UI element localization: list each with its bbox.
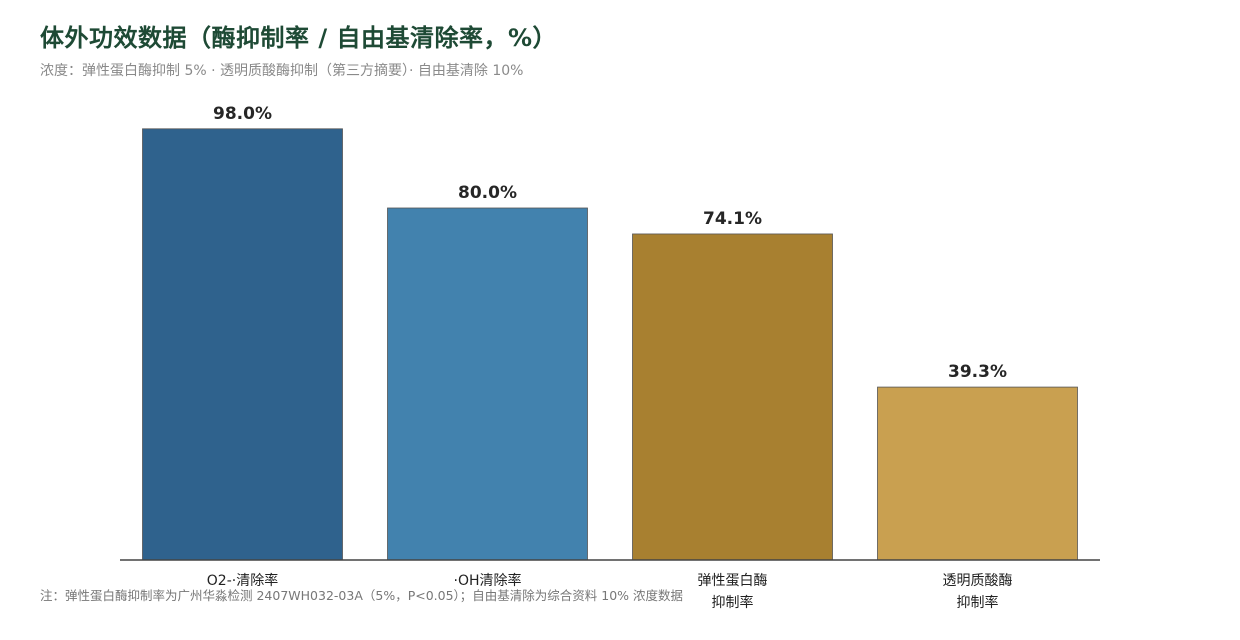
bar-4 [877,386,1078,561]
value-label-1: 98.0% [213,104,272,124]
bar-3 [632,233,833,561]
bar-1 [142,128,343,561]
category-label-3-line-2: 抑制率 [712,594,754,611]
value-label-3: 74.1% [703,209,762,229]
category-label-1: O2-·清除率 [207,572,278,589]
category-label-4-line-2: 抑制率 [957,594,999,611]
value-label-2: 80.0% [458,183,517,203]
bar-2 [387,207,588,561]
chart-title: 体外功效数据（酶抑制率 / 自由基清除率，%） [40,24,558,52]
category-label-3-line-1: 弹性蛋白酶 [698,573,768,589]
chart-subtitle: 浓度：弹性蛋白酶抑制 5% · 透明质酸酶抑制（第三方摘要）· 自由基清除 10… [40,63,524,79]
category-label-4-line-1: 透明质酸酶 [943,573,1013,589]
value-label-4: 39.3% [948,362,1007,382]
category-label-2: ·OH清除率 [454,572,522,589]
footnote: 注：弹性蛋白酶抑制率为广州华淼检测 2407WH032-03A（5%，P<0.0… [40,588,684,603]
